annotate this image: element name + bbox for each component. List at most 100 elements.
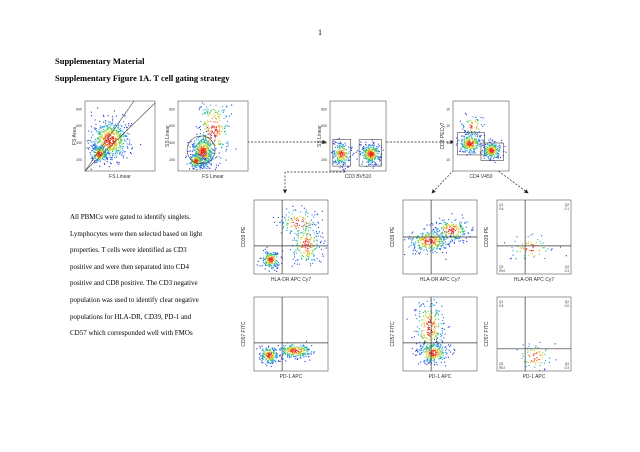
event-point: [103, 115, 105, 117]
event-point: [196, 157, 198, 159]
event-point: [436, 354, 438, 356]
event-point: [425, 234, 427, 236]
event-point: [298, 351, 300, 353]
y-tick-label: 10: [446, 124, 450, 128]
event-point: [434, 335, 436, 337]
event-point: [335, 155, 337, 157]
event-point: [464, 144, 466, 146]
event-point: [270, 359, 272, 361]
y-axis-label: CD39 PE: [390, 226, 396, 248]
event-point: [428, 235, 430, 237]
event-point: [436, 364, 438, 366]
event-point: [443, 239, 445, 241]
event-point: [204, 153, 206, 155]
event-point: [274, 360, 276, 362]
event-point: [268, 254, 270, 256]
event-point: [520, 247, 522, 249]
event-point: [366, 148, 368, 150]
event-point: [269, 358, 271, 360]
event-point: [308, 355, 310, 357]
event-point: [300, 257, 302, 259]
event-point: [363, 157, 365, 159]
event-point: [533, 353, 535, 355]
event-point: [263, 352, 265, 354]
event-point: [455, 144, 457, 146]
event-point: [534, 350, 536, 352]
y-tick-label: 400: [321, 141, 327, 145]
caption-line: Lymphocytes were then selected based on …: [70, 229, 203, 238]
event-point: [438, 241, 440, 243]
event-point: [433, 343, 435, 345]
event-point: [287, 350, 289, 352]
event-point: [446, 232, 448, 234]
event-point: [115, 150, 117, 152]
event-point: [343, 148, 345, 150]
event-point: [214, 145, 216, 147]
event-point: [461, 231, 463, 233]
event-point: [108, 166, 110, 168]
event-point: [106, 148, 108, 150]
event-point: [548, 361, 550, 363]
event-point: [485, 149, 487, 151]
event-point: [423, 360, 425, 362]
event-point: [218, 141, 220, 143]
event-point: [423, 318, 425, 320]
event-point: [123, 155, 125, 157]
event-point: [428, 334, 430, 336]
event-point: [114, 156, 116, 158]
event-point: [278, 262, 280, 264]
event-point: [437, 348, 439, 350]
event-point: [300, 246, 302, 248]
event-point: [370, 156, 372, 158]
lymphocytes-plot: 800 600 400 200 FS Linear SS Linear: [165, 100, 249, 181]
event-point: [538, 250, 540, 252]
event-point: [424, 340, 426, 342]
event-point: [341, 155, 343, 157]
event-point: [362, 148, 364, 150]
event-point: [99, 147, 101, 149]
event-point: [116, 147, 118, 149]
event-point: [262, 357, 264, 359]
event-point: [207, 159, 209, 161]
event-point: [307, 349, 309, 351]
event-point: [338, 146, 340, 148]
event-point: [461, 226, 463, 228]
event-point: [443, 328, 445, 330]
event-point: [200, 140, 202, 142]
event-point: [462, 135, 464, 137]
event-point: [314, 211, 316, 213]
event-point: [98, 149, 100, 151]
event-point: [438, 223, 440, 225]
event-point: [478, 138, 480, 140]
event-point: [453, 226, 455, 228]
event-point: [119, 153, 121, 155]
event-point: [217, 143, 219, 145]
event-point: [296, 244, 298, 246]
event-point: [276, 354, 278, 356]
event-point: [344, 155, 346, 157]
event-point: [488, 157, 490, 159]
event-point: [209, 131, 211, 133]
event-point: [442, 317, 444, 319]
event-point: [206, 148, 208, 150]
event-point: [334, 150, 336, 152]
event-point: [565, 255, 567, 257]
event-point: [426, 354, 428, 356]
event-point: [296, 263, 298, 265]
event-point: [268, 355, 270, 357]
event-point: [207, 157, 209, 159]
event-point: [200, 157, 202, 159]
event-point: [195, 161, 197, 163]
event-point: [293, 224, 295, 226]
event-point: [93, 155, 95, 157]
event-point: [490, 147, 492, 149]
event-point: [271, 254, 273, 256]
event-point: [192, 162, 194, 164]
event-point: [208, 127, 210, 129]
event-point: [199, 162, 201, 164]
event-point: [201, 142, 203, 144]
event-point: [90, 168, 92, 170]
event-point: [271, 357, 273, 359]
event-point: [110, 152, 112, 154]
event-point: [105, 144, 107, 146]
